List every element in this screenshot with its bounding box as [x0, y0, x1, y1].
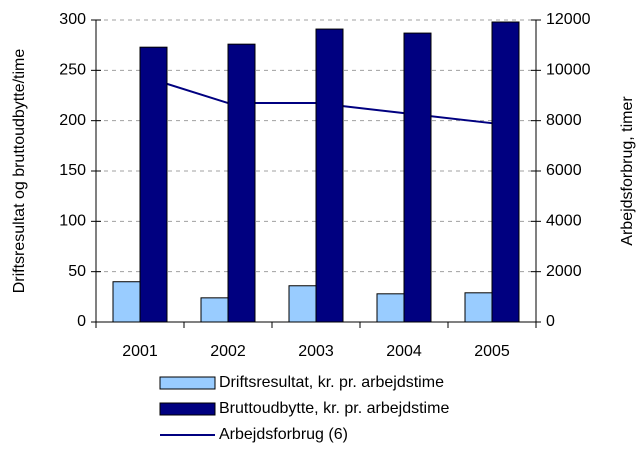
bar — [227, 43, 256, 323]
bar — [315, 28, 344, 323]
bar — [112, 281, 141, 323]
y2-tick-label: 10000 — [546, 62, 591, 79]
bar — [464, 292, 493, 323]
y-tick-label: 300 — [59, 11, 86, 28]
bar — [200, 297, 229, 323]
x-tick-label: 2002 — [210, 343, 246, 360]
y-tick-label: 100 — [59, 213, 86, 230]
y2-axis-label: Arbejdsforbrug, timer — [619, 96, 636, 246]
y2-tick-label: 2000 — [546, 263, 582, 280]
y-axis-label: Driftsresultat og bruttoudbytte/time — [11, 49, 28, 294]
y-tick-label: 250 — [59, 62, 86, 79]
y2-tick-label: 8000 — [546, 112, 582, 129]
x-tick-label: 2001 — [122, 343, 158, 360]
y2-tick-label: 6000 — [546, 162, 582, 179]
y-tick-label: 200 — [59, 112, 86, 129]
x-tick-label: 2003 — [298, 343, 334, 360]
y2-tick-label: 12000 — [546, 11, 591, 28]
bar — [491, 21, 520, 323]
legend-label: Driftsresultat, kr. pr. arbejdstime — [219, 374, 444, 391]
x-tick-label: 2005 — [474, 343, 510, 360]
legend-label: Arbejdsforbrug (6) — [219, 426, 348, 443]
y2-tick-label: 0 — [546, 313, 555, 330]
x-tick-label: 2004 — [386, 343, 422, 360]
y-tick-label: 50 — [68, 263, 86, 280]
y-tick-label: 150 — [59, 162, 86, 179]
legend-swatch — [159, 402, 216, 416]
y-tick-label: 0 — [77, 313, 86, 330]
bar — [376, 293, 405, 323]
y2-tick-label: 4000 — [546, 213, 582, 230]
bar — [288, 285, 317, 323]
legend-swatch — [159, 376, 216, 390]
bar — [139, 46, 168, 323]
legend-label: Bruttoudbytte, kr. pr. arbejdstime — [219, 400, 449, 417]
bar — [403, 32, 432, 323]
